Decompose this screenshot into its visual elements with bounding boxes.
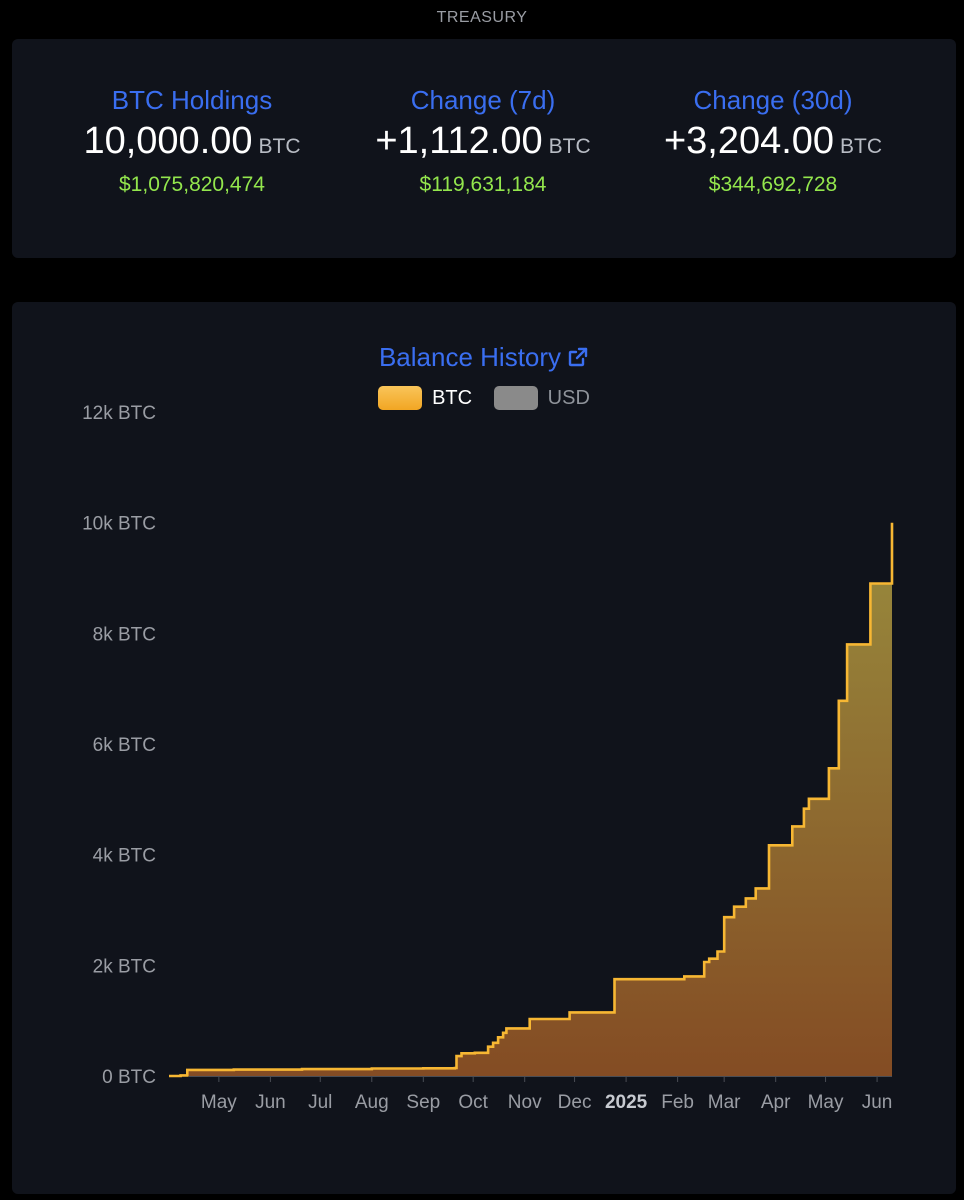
x-tick-label: Sep bbox=[406, 1092, 440, 1113]
legend-swatch-usd bbox=[493, 386, 538, 410]
chart-title[interactable]: Balance History bbox=[378, 342, 562, 372]
stat-title[interactable]: Change (7d) bbox=[410, 85, 556, 115]
chart-legend: BTC USD bbox=[12, 386, 956, 416]
x-tick-label: Mar bbox=[708, 1092, 741, 1113]
stat-value: +3,204.00 bbox=[663, 120, 835, 162]
x-tick-label: May bbox=[808, 1092, 844, 1113]
stat-btc-holdings: BTC Holdings 10,000.00 BTC $1,075,820,474 bbox=[42, 83, 342, 199]
chart-card: Balance History BTC USD 12k BTC 10k BTC 8k… bbox=[12, 302, 956, 1194]
stat-unit: BTC bbox=[840, 135, 883, 158]
stat-usd-value: $344,692,728 bbox=[708, 173, 838, 196]
btc-series-line bbox=[169, 522, 894, 1078]
balance-history-chart: 12k BTC 10k BTC 8k BTC 6k BTC 4k BTC 2k BTC 0 … bbox=[82, 403, 894, 1113]
stat-unit: BTC bbox=[548, 135, 591, 158]
legend-item-btc[interactable]: BTC bbox=[378, 386, 472, 410]
btc-area bbox=[169, 522, 892, 1076]
x-tick-label: May bbox=[201, 1092, 237, 1113]
y-tick-label: 12k BTC bbox=[82, 403, 156, 424]
x-tick-label: Nov bbox=[508, 1092, 542, 1113]
y-tick-label: 2k BTC bbox=[93, 956, 156, 977]
stats-card: BTC Holdings 10,000.00 BTC $1,075,820,474… bbox=[12, 39, 956, 258]
stat-change-7d: Change (7d) +1,112.00 BTC $119,631,184 bbox=[333, 83, 633, 199]
legend-label-btc: BTC bbox=[432, 387, 473, 409]
x-tick-label: Dec bbox=[558, 1092, 592, 1113]
legend-item-usd[interactable]: USD bbox=[493, 386, 590, 410]
x-tick-label: Jun bbox=[862, 1092, 893, 1113]
legend-label-usd: USD bbox=[547, 387, 590, 409]
external-link-icon[interactable] bbox=[567, 342, 589, 376]
x-tick-label: 2025 bbox=[605, 1092, 648, 1113]
stat-title[interactable]: BTC Holdings bbox=[111, 85, 273, 115]
y-tick-label: 10k BTC bbox=[82, 514, 156, 535]
x-tick-label: Oct bbox=[458, 1092, 488, 1113]
y-tick-label: 6k BTC bbox=[93, 735, 156, 756]
stat-unit: BTC bbox=[258, 135, 301, 158]
stat-value-row: +1,112.00 BTC bbox=[333, 119, 633, 171]
x-tick-label: Aug bbox=[355, 1092, 389, 1113]
stat-value: +1,112.00 bbox=[375, 120, 543, 162]
chart-title-link[interactable]: Balance History bbox=[12, 340, 956, 376]
stat-change-30d: Change (30d) +3,204.00 BTC $344,692,728 bbox=[623, 83, 923, 199]
legend-swatch-btc bbox=[378, 386, 423, 410]
stat-value-row: +3,204.00 BTC bbox=[623, 119, 923, 171]
y-tick-label: 8k BTC bbox=[93, 624, 156, 645]
stat-value: 10,000.00 bbox=[83, 120, 253, 162]
stat-title[interactable]: Change (30d) bbox=[693, 85, 853, 115]
x-tick-label: Feb bbox=[661, 1092, 694, 1113]
stat-value-row: 10,000.00 BTC bbox=[42, 119, 342, 171]
stat-usd-value: $1,075,820,474 bbox=[119, 173, 265, 196]
x-tick-label: Apr bbox=[761, 1092, 791, 1113]
y-tick-label: 0 BTC bbox=[102, 1067, 156, 1088]
section-label: TREASURY bbox=[436, 9, 528, 26]
stat-usd-value: $119,631,184 bbox=[419, 173, 547, 196]
x-tick-label: Jul bbox=[308, 1092, 332, 1113]
y-tick-label: 4k BTC bbox=[93, 846, 156, 867]
x-tick-label: Jun bbox=[255, 1092, 286, 1113]
